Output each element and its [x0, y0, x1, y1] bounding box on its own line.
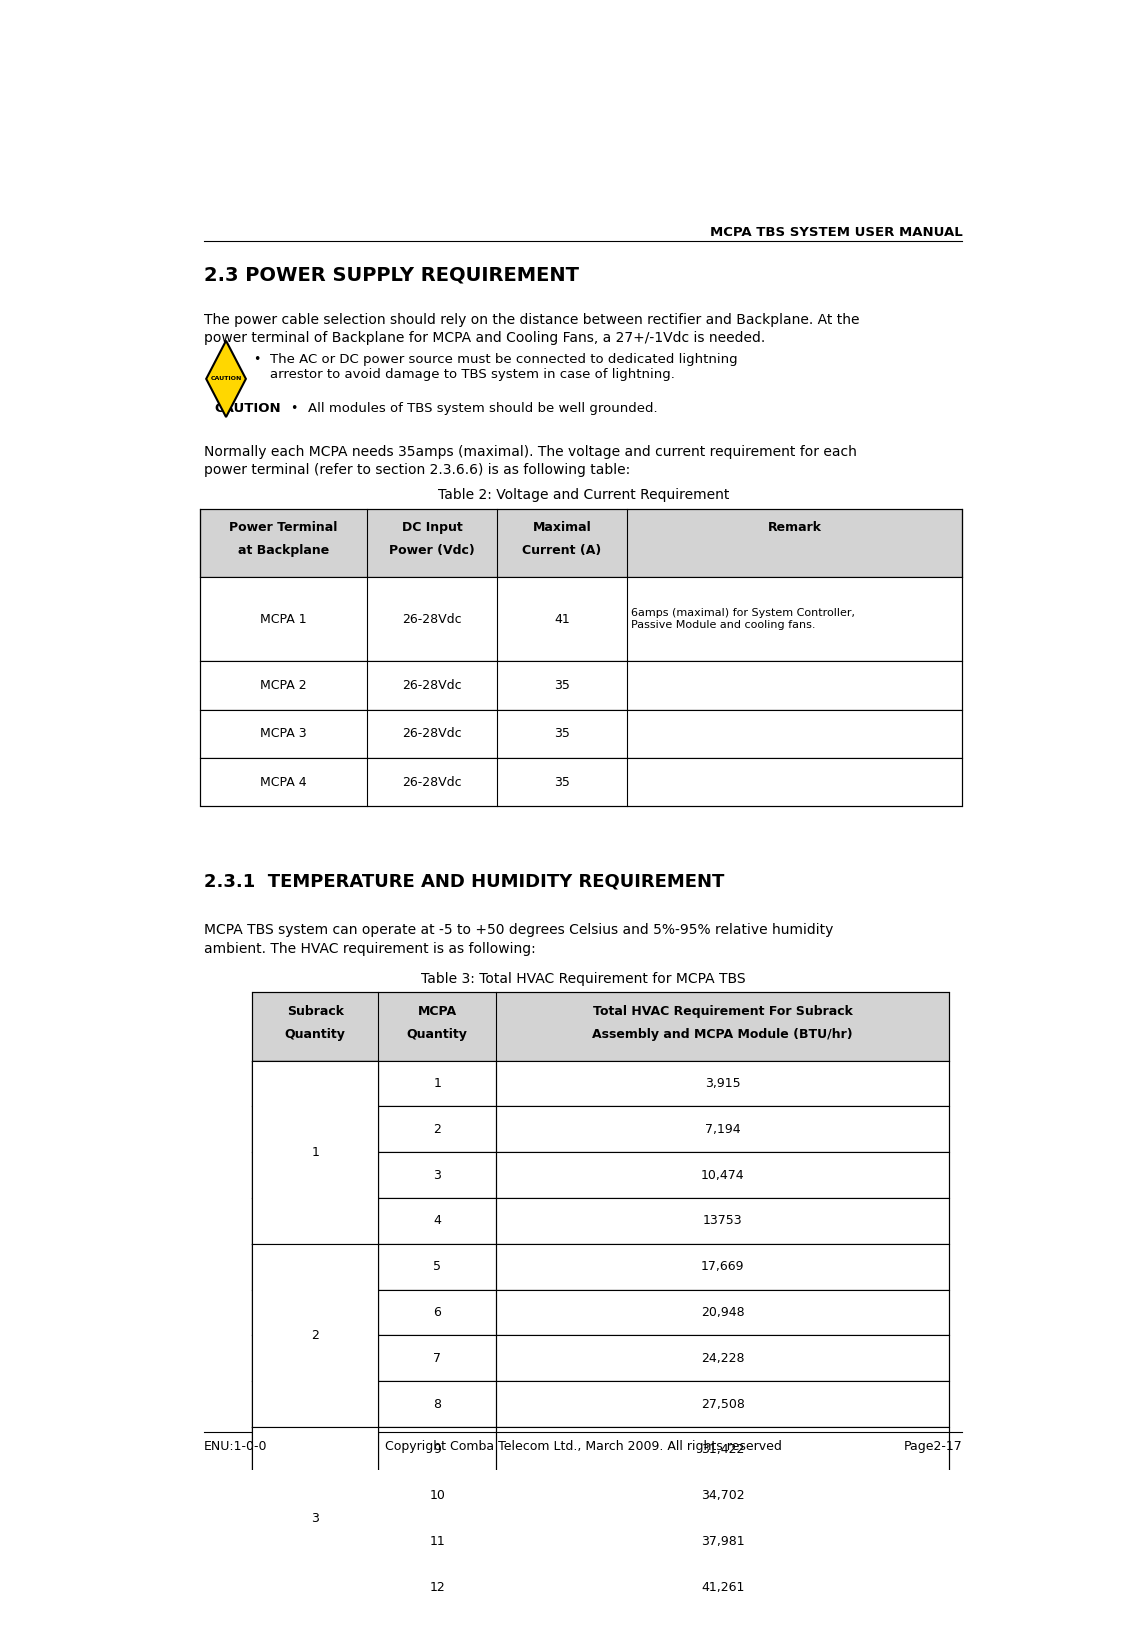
- Text: Table 2: Voltage and Current Requirement: Table 2: Voltage and Current Requirement: [437, 489, 729, 502]
- Bar: [253, 991, 949, 1061]
- Text: Copyright Comba Telecom Ltd., March 2009. All rights reserved: Copyright Comba Telecom Ltd., March 2009…: [385, 1441, 782, 1452]
- Text: Remark: Remark: [768, 522, 822, 534]
- Bar: [253, 1381, 949, 1427]
- Text: 4: 4: [434, 1214, 442, 1227]
- Bar: [253, 1244, 378, 1427]
- Text: •: •: [254, 354, 261, 367]
- Text: MCPA: MCPA: [418, 1004, 456, 1018]
- Text: MCPA 2: MCPA 2: [261, 679, 307, 692]
- Text: 37,981: 37,981: [701, 1535, 744, 1548]
- Bar: [253, 1290, 949, 1335]
- Text: 31,422: 31,422: [701, 1444, 744, 1457]
- Text: ambient. The HVAC requirement is as following:: ambient. The HVAC requirement is as foll…: [204, 942, 536, 957]
- Text: 12: 12: [429, 1581, 445, 1594]
- Text: 20,948: 20,948: [701, 1307, 744, 1318]
- Text: Subrack: Subrack: [287, 1004, 344, 1018]
- Text: 35: 35: [554, 679, 570, 692]
- Text: 35: 35: [554, 775, 570, 788]
- Bar: [253, 1335, 949, 1381]
- Text: 5: 5: [434, 1260, 442, 1274]
- Text: All modules of TBS system should be well grounded.: All modules of TBS system should be well…: [308, 401, 658, 415]
- Text: power terminal (refer to section 2.3.6.6) is as following table:: power terminal (refer to section 2.3.6.6…: [204, 463, 630, 477]
- Text: Assembly and MCPA Module (BTU/hr): Assembly and MCPA Module (BTU/hr): [593, 1028, 854, 1041]
- Text: CAUTION: CAUTION: [211, 377, 241, 382]
- Bar: [199, 661, 963, 710]
- Bar: [253, 1153, 949, 1198]
- Text: ENU:1-0-0: ENU:1-0-0: [204, 1441, 267, 1452]
- Text: 7: 7: [434, 1351, 442, 1365]
- Text: MCPA 3: MCPA 3: [261, 727, 307, 740]
- Bar: [253, 1564, 949, 1611]
- Text: 10,474: 10,474: [701, 1168, 744, 1181]
- Text: 27,508: 27,508: [701, 1398, 744, 1411]
- Bar: [253, 1427, 378, 1611]
- Text: 7,194: 7,194: [704, 1123, 741, 1137]
- Text: Power (Vdc): Power (Vdc): [389, 544, 476, 557]
- Polygon shape: [206, 340, 246, 416]
- Text: DC Input: DC Input: [402, 522, 463, 534]
- Text: 26-28Vdc: 26-28Vdc: [403, 727, 462, 740]
- Text: 1: 1: [434, 1077, 442, 1090]
- Text: MCPA 1: MCPA 1: [261, 613, 307, 626]
- Text: Current (A): Current (A): [522, 544, 602, 557]
- Text: CAUTION: CAUTION: [215, 401, 281, 415]
- Text: 34,702: 34,702: [701, 1488, 744, 1502]
- Text: 26-28Vdc: 26-28Vdc: [403, 679, 462, 692]
- Text: power terminal of Backplane for MCPA and Cooling Fans, a 27+/-1Vdc is needed.: power terminal of Backplane for MCPA and…: [204, 330, 765, 345]
- Text: 35: 35: [554, 727, 570, 740]
- Bar: [199, 710, 963, 758]
- Bar: [253, 1427, 949, 1474]
- Text: MCPA TBS SYSTEM USER MANUAL: MCPA TBS SYSTEM USER MANUAL: [710, 226, 963, 240]
- Text: 11: 11: [429, 1535, 445, 1548]
- Text: Power Terminal: Power Terminal: [229, 522, 338, 534]
- Bar: [199, 758, 963, 806]
- Text: 2.3.1  TEMPERATURE AND HUMIDITY REQUIREMENT: 2.3.1 TEMPERATURE AND HUMIDITY REQUIREME…: [204, 872, 725, 890]
- Text: 1: 1: [312, 1146, 319, 1158]
- Text: 2: 2: [312, 1328, 319, 1341]
- Text: Quantity: Quantity: [406, 1028, 468, 1041]
- Text: 24,228: 24,228: [701, 1351, 744, 1365]
- Text: Total HVAC Requirement For Subrack: Total HVAC Requirement For Subrack: [593, 1004, 852, 1018]
- Text: 2.3 POWER SUPPLY REQUIREMENT: 2.3 POWER SUPPLY REQUIREMENT: [204, 266, 579, 284]
- Text: •: •: [290, 401, 298, 415]
- Text: 8: 8: [434, 1398, 442, 1411]
- Text: at Backplane: at Backplane: [238, 544, 329, 557]
- Bar: [253, 1474, 949, 1518]
- Bar: [253, 1198, 949, 1244]
- Bar: [253, 1061, 378, 1244]
- Text: Page2-17: Page2-17: [904, 1441, 963, 1452]
- Text: 6amps (maximal) for System Controller,
Passive Module and cooling fans.: 6amps (maximal) for System Controller, P…: [632, 608, 855, 629]
- Text: 41: 41: [554, 613, 570, 626]
- Text: 3: 3: [434, 1168, 442, 1181]
- Text: MCPA 4: MCPA 4: [261, 775, 307, 788]
- Bar: [199, 577, 963, 661]
- Bar: [199, 509, 963, 577]
- Bar: [253, 1107, 949, 1153]
- Text: 10: 10: [429, 1488, 445, 1502]
- Text: 41,261: 41,261: [701, 1581, 744, 1594]
- Text: Table 3: Total HVAC Requirement for MCPA TBS: Table 3: Total HVAC Requirement for MCPA…: [421, 971, 745, 986]
- Text: 3,915: 3,915: [704, 1077, 741, 1090]
- Text: 13753: 13753: [703, 1214, 743, 1227]
- Text: 26-28Vdc: 26-28Vdc: [403, 775, 462, 788]
- Text: The power cable selection should rely on the distance between rectifier and Back: The power cable selection should rely on…: [204, 312, 859, 327]
- Text: 6: 6: [434, 1307, 442, 1318]
- Text: 9: 9: [434, 1444, 442, 1457]
- Text: 26-28Vdc: 26-28Vdc: [403, 613, 462, 626]
- Bar: [253, 1244, 949, 1290]
- Bar: [253, 1518, 949, 1564]
- Bar: [253, 1061, 949, 1107]
- Text: The AC or DC power source must be connected to dedicated lightning
arrestor to a: The AC or DC power source must be connec…: [270, 354, 737, 382]
- Text: 3: 3: [312, 1512, 319, 1525]
- Text: 2: 2: [434, 1123, 442, 1137]
- Text: Quantity: Quantity: [284, 1028, 346, 1041]
- Text: MCPA TBS system can operate at -5 to +50 degrees Celsius and 5%-95% relative hum: MCPA TBS system can operate at -5 to +50…: [204, 923, 833, 937]
- Text: Normally each MCPA needs 35amps (maximal). The voltage and current requirement f: Normally each MCPA needs 35amps (maximal…: [204, 444, 857, 459]
- Text: 17,669: 17,669: [701, 1260, 744, 1274]
- Text: Maximal: Maximal: [533, 522, 592, 534]
